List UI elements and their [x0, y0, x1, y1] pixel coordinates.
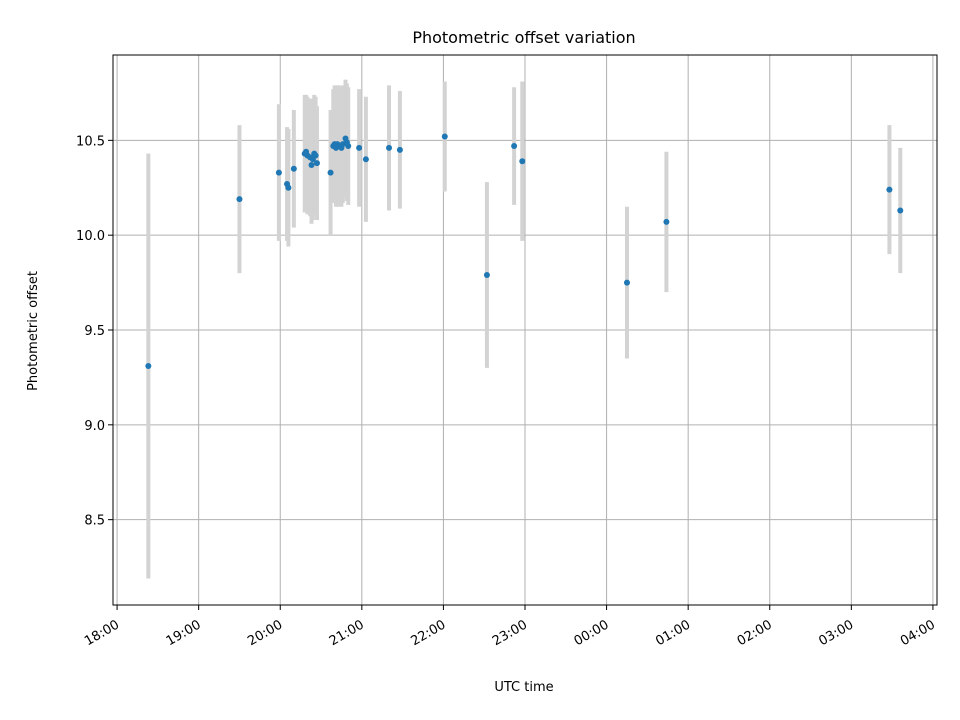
data-point: [519, 158, 526, 165]
data-point: [308, 162, 315, 168]
x-tick-label: 01:00: [653, 617, 693, 649]
x-tick-label: 20:00: [245, 617, 285, 649]
data-point: [623, 279, 630, 286]
data-point: [275, 169, 282, 176]
data-point: [897, 207, 904, 214]
x-tick-label: 23:00: [490, 617, 530, 649]
data-point: [511, 143, 518, 150]
data-point: [396, 146, 403, 153]
data-point: [441, 133, 448, 140]
y-tick-label: 9.5: [84, 324, 105, 339]
data-point: [236, 196, 243, 203]
data-point: [356, 144, 363, 151]
x-axis-ticks: 18:00 19:00 20:00 21:00 22:00 23:00 00:00 01:00…: [82, 605, 938, 649]
y-tick-label: 8.5: [84, 514, 105, 529]
x-tick-label: 02:00: [735, 617, 775, 649]
data-point: [362, 156, 369, 163]
x-tick-label: 00:00: [572, 617, 612, 649]
x-tick-label: 18:00: [82, 617, 122, 649]
data-point: [386, 144, 393, 151]
x-tick-label: 04:00: [898, 617, 938, 649]
data-point: [290, 165, 297, 172]
data-points: [145, 133, 904, 370]
y-axis-ticks: 8.5 9.0 9.5 10.0 10.5: [76, 134, 113, 529]
data-point: [327, 169, 334, 176]
y-axis-label: Photometric offset: [26, 271, 41, 391]
y-tick-label: 10.5: [76, 134, 105, 149]
data-point: [483, 272, 490, 278]
data-point: [285, 184, 292, 191]
grid-lines: [113, 55, 937, 605]
data-point: [145, 363, 152, 370]
error-bars: [146, 79, 903, 579]
data-point: [312, 152, 319, 159]
x-tick-label: 19:00: [164, 617, 204, 649]
x-tick-label: 21:00: [327, 617, 367, 649]
y-tick-label: 10.0: [76, 229, 105, 244]
x-tick-label: 22:00: [408, 617, 448, 649]
x-tick-label: 03:00: [816, 617, 856, 649]
data-point: [313, 160, 320, 167]
data-point: [663, 218, 670, 225]
data-point: [886, 186, 893, 193]
x-axis-label: UTC time: [494, 680, 553, 695]
data-point: [345, 143, 352, 150]
chart-title: Photometric offset variation: [412, 28, 635, 47]
y-tick-label: 9.0: [84, 419, 105, 434]
